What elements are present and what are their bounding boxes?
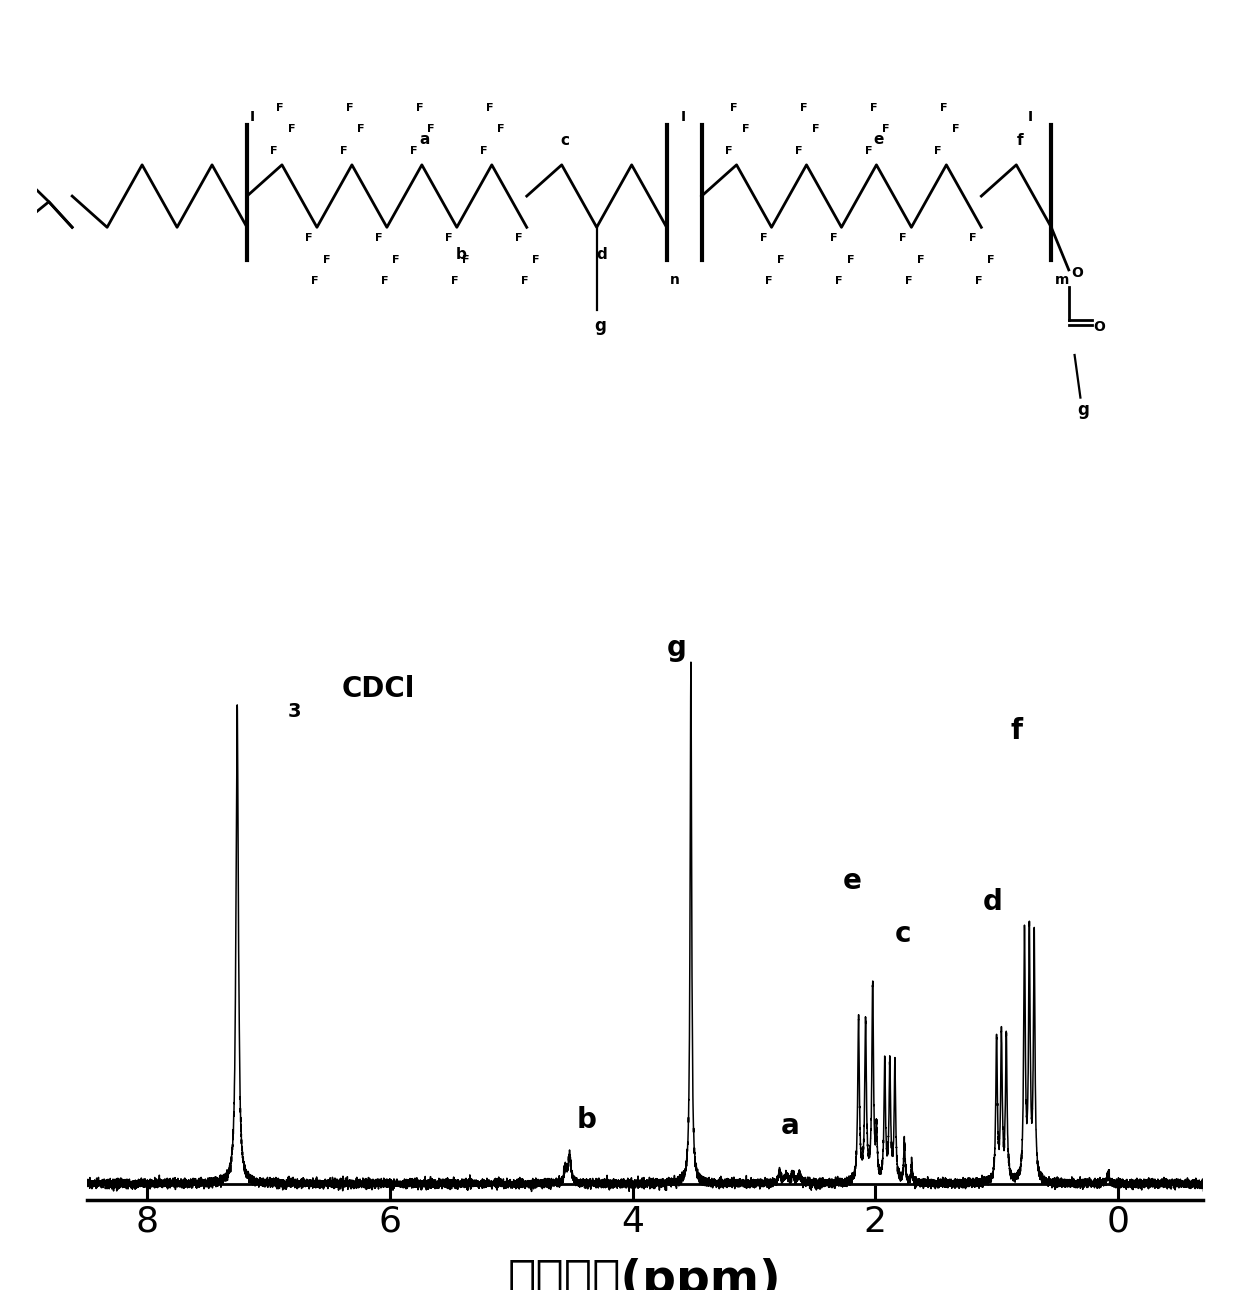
Text: O: O [1071, 266, 1083, 280]
Text: F: F [374, 233, 382, 244]
Text: g: g [666, 635, 686, 663]
Text: F: F [870, 103, 878, 114]
Text: F: F [760, 233, 768, 244]
Text: e: e [873, 132, 884, 147]
Text: F: F [486, 103, 494, 114]
Text: g: g [1076, 401, 1089, 419]
Text: F: F [322, 254, 330, 264]
Text: I: I [1028, 110, 1033, 124]
Text: F: F [515, 233, 522, 244]
Text: F: F [864, 146, 872, 156]
Text: F: F [975, 276, 983, 286]
Text: F: F [952, 124, 960, 134]
Text: F: F [346, 103, 353, 114]
Text: F: F [463, 254, 470, 264]
Text: 3: 3 [288, 702, 301, 721]
Text: n: n [670, 273, 680, 288]
Text: F: F [275, 103, 284, 114]
Text: F: F [428, 124, 435, 134]
Text: F: F [288, 124, 295, 134]
Text: F: F [480, 146, 487, 156]
Text: F: F [765, 276, 773, 286]
Text: I: I [681, 110, 686, 124]
Text: F: F [497, 124, 505, 134]
Text: F: F [532, 254, 539, 264]
Text: c: c [895, 921, 911, 948]
Text: d: d [596, 246, 606, 262]
Text: F: F [357, 124, 365, 134]
Text: F: F [812, 124, 820, 134]
Text: F: F [521, 276, 528, 286]
Text: F: F [724, 146, 732, 156]
Text: F: F [882, 124, 889, 134]
Text: F: F [415, 103, 423, 114]
Text: g: g [594, 317, 606, 335]
Text: F: F [795, 146, 802, 156]
Text: F: F [340, 146, 347, 156]
Text: e: e [843, 867, 862, 895]
Text: d: d [983, 889, 1003, 916]
Text: CDCl: CDCl [341, 675, 415, 703]
Text: F: F [836, 276, 843, 286]
Text: F: F [970, 233, 977, 244]
Text: O: O [1094, 320, 1105, 334]
Text: b: b [577, 1107, 596, 1134]
Text: F: F [392, 254, 401, 264]
Text: F: F [450, 276, 459, 286]
Text: F: F [905, 276, 913, 286]
Text: a: a [419, 132, 429, 147]
Text: F: F [800, 103, 808, 114]
Text: b: b [456, 246, 467, 262]
Text: F: F [899, 233, 906, 244]
Text: F: F [311, 276, 319, 286]
Text: F: F [847, 254, 854, 264]
Text: F: F [730, 103, 738, 114]
Text: f: f [1017, 133, 1023, 148]
Text: m: m [1055, 273, 1069, 288]
Text: F: F [777, 254, 785, 264]
Text: F: F [916, 254, 925, 264]
Text: F: F [742, 124, 750, 134]
Text: F: F [445, 233, 453, 244]
Text: f: f [1011, 717, 1023, 746]
Text: F: F [830, 233, 837, 244]
Text: a: a [781, 1112, 800, 1140]
Text: F: F [935, 146, 942, 156]
Text: F: F [940, 103, 947, 114]
Text: F: F [305, 233, 312, 244]
X-axis label: 化学位移(ppm): 化学位移(ppm) [508, 1258, 781, 1290]
Text: F: F [381, 276, 388, 286]
Text: I: I [249, 110, 254, 124]
Text: c: c [560, 133, 569, 148]
Text: F: F [987, 254, 994, 264]
Text: F: F [270, 146, 278, 156]
Text: F: F [410, 146, 418, 156]
